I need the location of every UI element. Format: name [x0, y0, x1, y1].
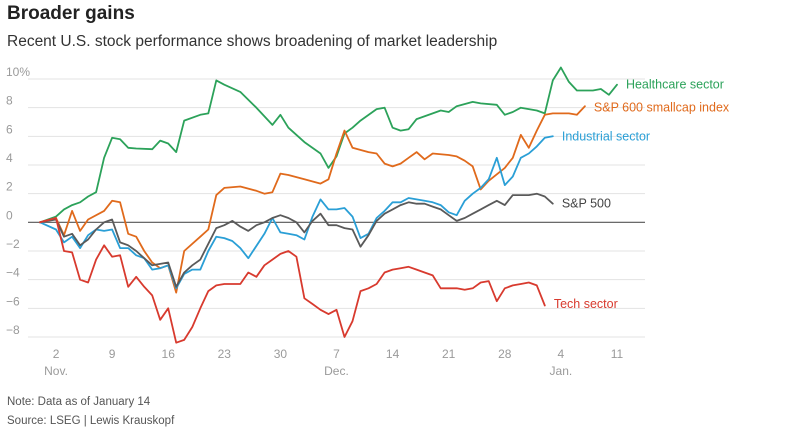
- x-tick-label: 23: [218, 347, 232, 361]
- series-label-healthcare: Healthcare sector: [626, 78, 724, 92]
- x-tick-label: 7: [333, 347, 340, 361]
- x-tick-label: 11: [611, 347, 624, 361]
- x-tick-label: 14: [386, 347, 400, 361]
- y-tick-label: −4: [6, 266, 20, 280]
- grid-layer: [28, 78, 645, 338]
- x-tick-label: 9: [109, 347, 116, 361]
- x-tick-label: 4: [558, 347, 565, 361]
- series-label-tech: Tech sector: [554, 297, 618, 311]
- series-line-smallcap: [39, 105, 586, 294]
- x-month-label: Jan.: [550, 364, 573, 378]
- y-tick-label: 4: [6, 151, 13, 165]
- x-tick-label: 28: [498, 347, 512, 361]
- source-credit: Source: LSEG | Lewis Krauskopf: [7, 415, 175, 427]
- series-label-sp500: S&P 500: [562, 197, 611, 211]
- label-layer: Healthcare sector S&P 600 smallcap index I…: [554, 78, 730, 311]
- y-tick-label: 10%: [6, 65, 30, 79]
- y-tick-label: −6: [6, 294, 20, 308]
- x-tick-label: 21: [442, 347, 456, 361]
- chart-title: Broader gains: [7, 3, 135, 24]
- y-tick-label: 2: [6, 180, 13, 194]
- data-note: Note: Data as of January 14: [7, 396, 151, 408]
- x-tick-label: 30: [274, 347, 288, 361]
- x-tick-label: 16: [162, 347, 176, 361]
- series-label-smallcap: S&P 600 smallcap index: [594, 101, 730, 115]
- series-line-industrial: [39, 135, 554, 290]
- x-tick-label: 2: [53, 347, 60, 361]
- axis-layer: −8 −6 −4 −2 0 2 4 6 8 10% 2 Nov. 9 16 23 30 7 Dec. 14 21 28 4…: [6, 65, 624, 378]
- y-tick-label: −2: [6, 237, 20, 251]
- y-tick-label: 0: [6, 208, 13, 222]
- x-month-label: Dec.: [324, 364, 349, 378]
- series-layer: [39, 66, 618, 344]
- y-tick-label: −8: [6, 323, 20, 337]
- y-tick-label: 8: [6, 94, 13, 108]
- chart-subtitle: Recent U.S. stock performance shows broa…: [7, 33, 498, 50]
- series-label-industrial: Industrial sector: [562, 129, 650, 143]
- x-month-label: Nov.: [44, 364, 68, 378]
- series-line-tech: [39, 217, 546, 344]
- y-tick-label: 6: [6, 122, 13, 136]
- series-line-sp500: [39, 192, 554, 288]
